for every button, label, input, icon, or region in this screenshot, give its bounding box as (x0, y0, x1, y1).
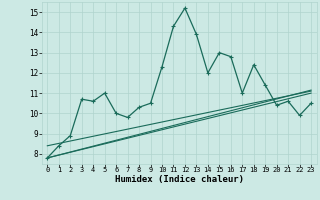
X-axis label: Humidex (Indice chaleur): Humidex (Indice chaleur) (115, 175, 244, 184)
